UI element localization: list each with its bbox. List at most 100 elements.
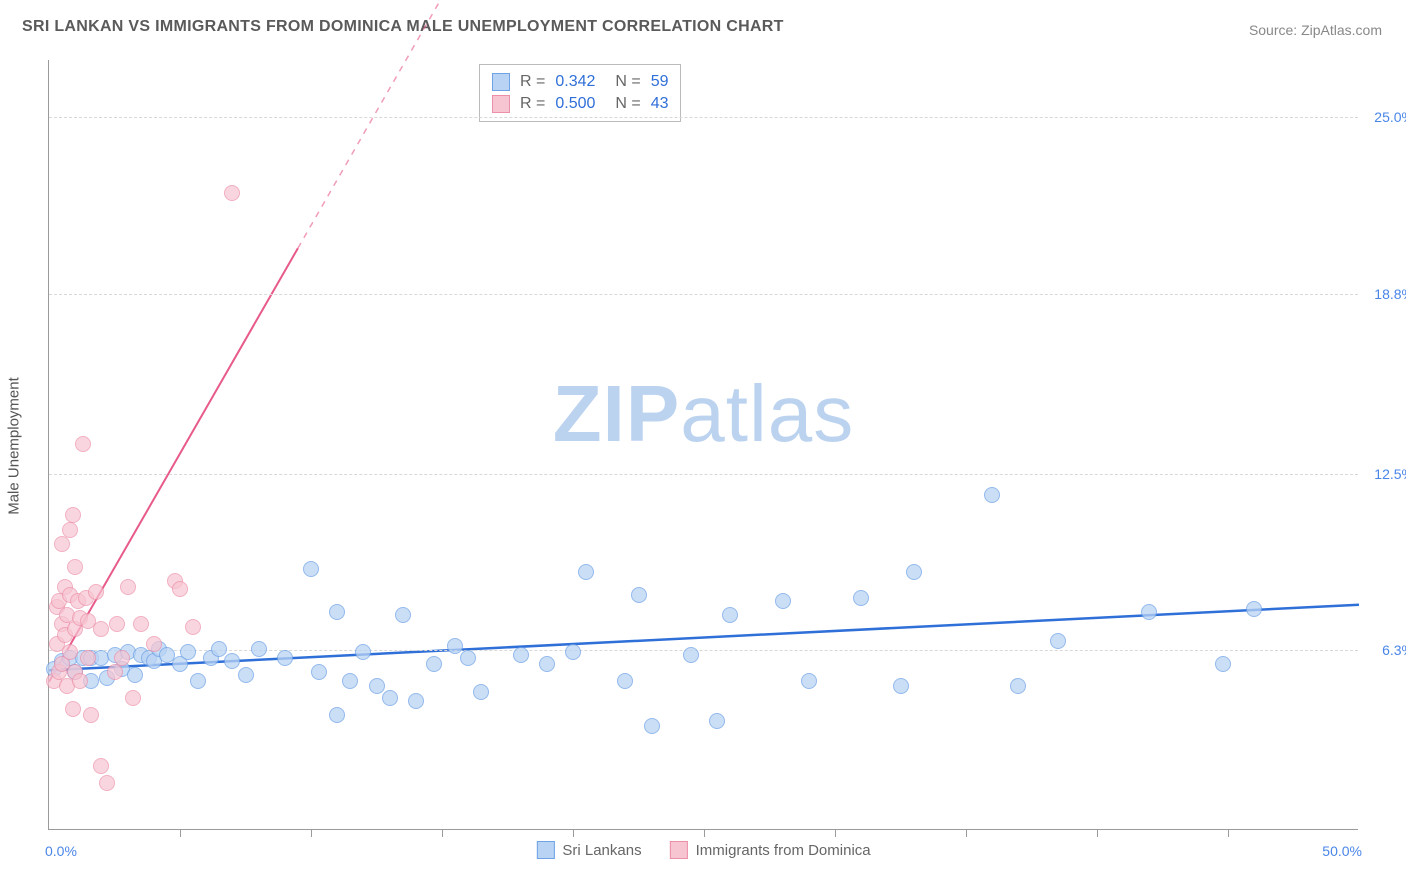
source-label: Source: ZipAtlas.com	[1249, 22, 1382, 38]
plot-area: ZIPatlas R = 0.342 N = 59 R = 0.500 N = …	[48, 60, 1358, 830]
data-point	[62, 644, 78, 660]
legend-swatch-1	[536, 841, 554, 859]
data-point	[1246, 601, 1262, 617]
xtick	[180, 829, 181, 837]
data-point	[62, 522, 78, 538]
xtick	[573, 829, 574, 837]
x-max-label: 50.0%	[1322, 843, 1362, 859]
data-point	[67, 559, 83, 575]
data-point	[617, 673, 633, 689]
data-point	[513, 647, 529, 663]
watermark: ZIPatlas	[553, 368, 854, 460]
data-point	[644, 718, 660, 734]
data-point	[1141, 604, 1157, 620]
data-point	[984, 487, 1000, 503]
ytick-label: 18.8%	[1374, 286, 1406, 302]
data-point	[408, 693, 424, 709]
swatch-2	[492, 95, 510, 113]
data-point	[683, 647, 699, 663]
data-point	[88, 584, 104, 600]
r-label-1: R =	[520, 73, 545, 91]
data-point	[395, 607, 411, 623]
data-point	[329, 707, 345, 723]
data-point	[447, 638, 463, 654]
n-value-1: 59	[651, 73, 669, 91]
data-point	[775, 593, 791, 609]
data-point	[107, 664, 123, 680]
data-point	[1050, 633, 1066, 649]
data-point	[238, 667, 254, 683]
x-min-label: 0.0%	[45, 843, 77, 859]
xtick	[835, 829, 836, 837]
info-row-1: R = 0.342 N = 59	[492, 71, 668, 93]
r-value-2: 0.500	[555, 95, 605, 113]
legend-item-1: Sri Lankans	[536, 841, 641, 859]
data-point	[1010, 678, 1026, 694]
gridline	[49, 117, 1358, 118]
data-point	[311, 664, 327, 680]
data-point	[709, 713, 725, 729]
data-point	[83, 707, 99, 723]
legend-swatch-2	[670, 841, 688, 859]
data-point	[426, 656, 442, 672]
data-point	[382, 690, 398, 706]
data-point	[120, 579, 136, 595]
data-point	[80, 650, 96, 666]
xtick	[1228, 829, 1229, 837]
info-row-2: R = 0.500 N = 43	[492, 93, 668, 115]
ytick-label: 25.0%	[1374, 109, 1406, 125]
data-point	[75, 436, 91, 452]
data-point	[211, 641, 227, 657]
data-point	[99, 775, 115, 791]
data-point	[125, 690, 141, 706]
data-point	[109, 616, 125, 632]
data-point	[127, 667, 143, 683]
xtick	[966, 829, 967, 837]
r-value-1: 0.342	[555, 73, 605, 91]
data-point	[277, 650, 293, 666]
ytick-label: 6.3%	[1382, 642, 1406, 658]
data-point	[893, 678, 909, 694]
chart-svg	[49, 60, 1358, 829]
xtick	[311, 829, 312, 837]
data-point	[93, 621, 109, 637]
n-label-2: N =	[615, 95, 640, 113]
data-point	[133, 616, 149, 632]
legend-item-2: Immigrants from Dominica	[670, 841, 871, 859]
data-point	[65, 701, 81, 717]
gridline	[49, 474, 1358, 475]
data-point	[303, 561, 319, 577]
data-point	[1215, 656, 1231, 672]
data-point	[93, 758, 109, 774]
data-point	[539, 656, 555, 672]
data-point	[853, 590, 869, 606]
gridline	[49, 650, 1358, 651]
chart-title: SRI LANKAN VS IMMIGRANTS FROM DOMINICA M…	[22, 18, 784, 36]
legend-label-2: Immigrants from Dominica	[696, 842, 871, 859]
n-label-1: N =	[615, 73, 640, 91]
swatch-1	[492, 73, 510, 91]
data-point	[72, 673, 88, 689]
data-point	[722, 607, 738, 623]
watermark-rest: atlas	[680, 369, 854, 458]
y-axis-label: Male Unemployment	[6, 377, 23, 515]
data-point	[631, 587, 647, 603]
data-point	[65, 507, 81, 523]
data-point	[369, 678, 385, 694]
watermark-bold: ZIP	[553, 369, 680, 458]
n-value-2: 43	[651, 95, 669, 113]
data-point	[565, 644, 581, 660]
data-point	[190, 673, 206, 689]
data-point	[114, 650, 130, 666]
legend-label-1: Sri Lankans	[562, 842, 641, 859]
data-point	[146, 636, 162, 652]
data-point	[801, 673, 817, 689]
data-point	[251, 641, 267, 657]
data-point	[224, 185, 240, 201]
data-point	[329, 604, 345, 620]
data-point	[54, 536, 70, 552]
ytick-label: 12.5%	[1374, 466, 1406, 482]
data-point	[355, 644, 371, 660]
r-label-2: R =	[520, 95, 545, 113]
xtick	[704, 829, 705, 837]
